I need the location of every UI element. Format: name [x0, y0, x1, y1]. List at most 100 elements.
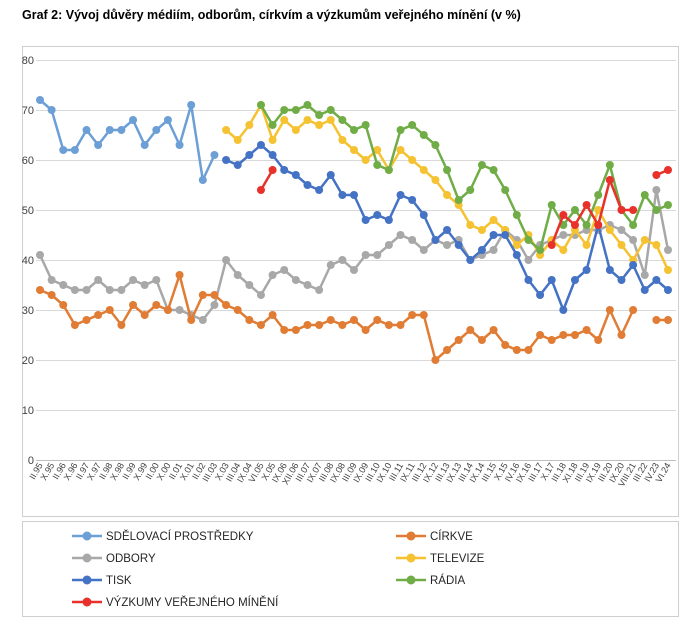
data-point-radia [536, 246, 545, 254]
legend-item-odbory: ODBORY [72, 553, 156, 565]
data-point-cirkve [512, 346, 521, 354]
data-point-cirkve [384, 321, 393, 329]
data-point-tisk [396, 191, 405, 199]
data-point-odbory [524, 256, 533, 264]
data-point-televize [466, 221, 475, 229]
x-axis: II.95X.95II.96X.96II.97X.97II.98X.98II.9… [27, 461, 672, 489]
data-point-cirkve [547, 336, 556, 344]
data-point-televize [617, 241, 626, 249]
data-point-televize [233, 136, 242, 144]
legend-marker-dot [406, 531, 416, 541]
data-point-odbory [233, 271, 242, 279]
data-point-televize [477, 226, 486, 234]
data-point-televize [512, 241, 521, 249]
data-point-cirkve [652, 316, 661, 324]
data-point-sdelovaci-prostredky [140, 141, 149, 149]
data-point-tisk [640, 286, 649, 294]
series-sdelovaci-prostredky [36, 96, 219, 184]
data-point-tisk [361, 216, 370, 224]
data-point-odbory [222, 256, 231, 264]
data-point-radia [477, 161, 486, 169]
data-point-cirkve [477, 336, 486, 344]
data-point-tisk [466, 256, 475, 264]
data-point-tisk [291, 171, 300, 179]
legend-item-sdelovaci-prostredky: SDĚLOVACÍ PROSTŘEDKY [72, 530, 254, 543]
data-point-vyzkumy-verejneho-mineni [594, 221, 603, 229]
legend-label-sdelovaci-prostredky: SDĚLOVACÍ PROSTŘEDKY [106, 530, 254, 543]
data-point-televize [419, 166, 428, 174]
y-axis: 0 10 20 30 40 50 60 70 80 [22, 55, 34, 467]
data-point-radia [291, 106, 300, 114]
data-point-odbory [419, 246, 428, 254]
y-axis-tick-label: 70 [22, 105, 34, 117]
data-point-odbory [105, 286, 114, 294]
data-point-tisk [280, 166, 289, 174]
data-point-cirkve [536, 331, 545, 339]
series-vyzkumy-verejneho-mineni [256, 166, 672, 249]
series-radia [256, 101, 672, 254]
legend-label-cirkve: CÍRKVE [430, 530, 473, 543]
data-point-cirkve [163, 306, 172, 314]
legend-label-televize: TELEVIZE [430, 553, 485, 565]
data-point-cirkve [140, 311, 149, 319]
data-point-cirkve [501, 341, 510, 349]
y-axis-tick-label: 10 [22, 405, 34, 417]
data-point-cirkve [256, 321, 265, 329]
data-point-televize [652, 241, 661, 249]
data-point-cirkve [198, 291, 207, 299]
data-point-radia [594, 191, 603, 199]
data-point-radia [501, 186, 510, 194]
gridlines [36, 60, 676, 461]
legend-item-tisk: TISK [72, 575, 132, 587]
data-point-tisk [477, 246, 486, 254]
legend-label-tisk: TISK [106, 575, 132, 587]
data-point-televize [338, 136, 347, 144]
data-point-radia [303, 101, 312, 109]
data-point-sdelovaci-prostredky [36, 96, 44, 104]
data-point-cirkve [303, 321, 312, 329]
data-point-radia [489, 166, 498, 174]
data-point-radia [361, 121, 370, 129]
data-point-cirkve [129, 301, 138, 309]
data-point-odbory [117, 286, 126, 294]
data-point-cirkve [419, 311, 428, 319]
data-point-cirkve [245, 316, 254, 324]
data-point-cirkve [350, 316, 358, 324]
data-point-cirkve [210, 291, 219, 299]
data-point-radia [396, 126, 405, 134]
data-point-cirkve [408, 311, 417, 319]
data-point-tisk [547, 276, 556, 284]
data-point-odbory [198, 316, 207, 324]
data-point-radia [582, 221, 591, 229]
data-point-vyzkumy-verejneho-mineni [570, 221, 579, 229]
data-point-odbory [268, 271, 277, 279]
data-point-cirkve [280, 326, 289, 334]
data-point-tisk [617, 276, 626, 284]
data-point-odbory [443, 241, 452, 249]
data-point-odbory [617, 226, 626, 234]
data-point-cirkve [222, 301, 231, 309]
data-point-odbory [315, 286, 324, 294]
data-point-tisk [373, 211, 382, 219]
data-point-televize [280, 116, 289, 124]
data-point-cirkve [396, 321, 405, 329]
data-point-cirkve [36, 286, 44, 294]
data-point-sdelovaci-prostredky [152, 126, 161, 134]
data-point-sdelovaci-prostredky [198, 176, 207, 184]
legend-item-vyzkumy-verejneho-mineni: VÝZKUMY VEŘEJNÉHO MÍNĚNÍ [72, 596, 279, 609]
data-point-sdelovaci-prostredky [94, 141, 103, 149]
data-point-tisk [350, 191, 358, 199]
data-point-radia [338, 116, 347, 124]
data-point-cirkve [559, 331, 568, 339]
data-point-tisk [582, 266, 591, 274]
data-point-radia [350, 126, 358, 134]
data-point-tisk [570, 276, 579, 284]
data-point-vyzkumy-verejneho-mineni [664, 166, 672, 174]
data-point-radia [419, 131, 428, 139]
data-point-odbory [129, 276, 138, 284]
data-point-cirkve [233, 306, 242, 314]
data-point-cirkve [338, 321, 347, 329]
data-point-vyzkumy-verejneho-mineni [629, 206, 638, 214]
